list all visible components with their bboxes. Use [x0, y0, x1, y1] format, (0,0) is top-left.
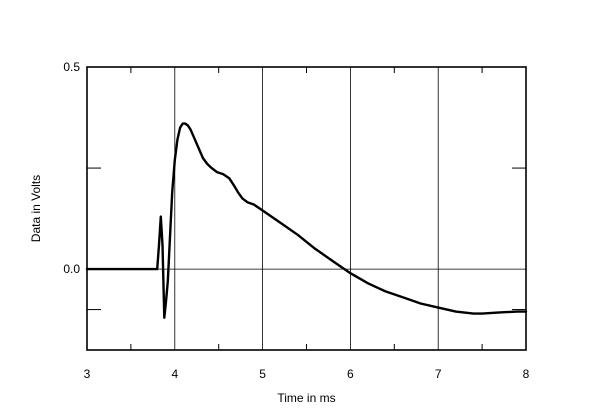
y-tick-labels: 0.0 0.5 — [63, 60, 80, 276]
x-tick-label: 6 — [347, 367, 354, 381]
y-tick-label: 0.5 — [63, 60, 80, 74]
y-axis-label: Data in Volts — [29, 175, 43, 242]
x-tick-labels: 3 4 5 6 7 8 — [84, 367, 530, 381]
x-tick-label: 3 — [84, 367, 91, 381]
plot-frame — [86, 66, 527, 351]
y-tick-label: 0.0 — [63, 262, 80, 276]
x-tick-label: 8 — [523, 367, 530, 381]
series-layer — [85, 122, 528, 319]
x-tick-label: 4 — [171, 367, 178, 381]
x-tick-label: 7 — [435, 367, 442, 381]
x-axis-label: Time in ms — [277, 391, 335, 405]
series-line — [85, 122, 528, 319]
minor-tick-layer — [87, 67, 526, 350]
grid-layer — [87, 67, 526, 350]
x-tick-label: 5 — [259, 367, 266, 381]
